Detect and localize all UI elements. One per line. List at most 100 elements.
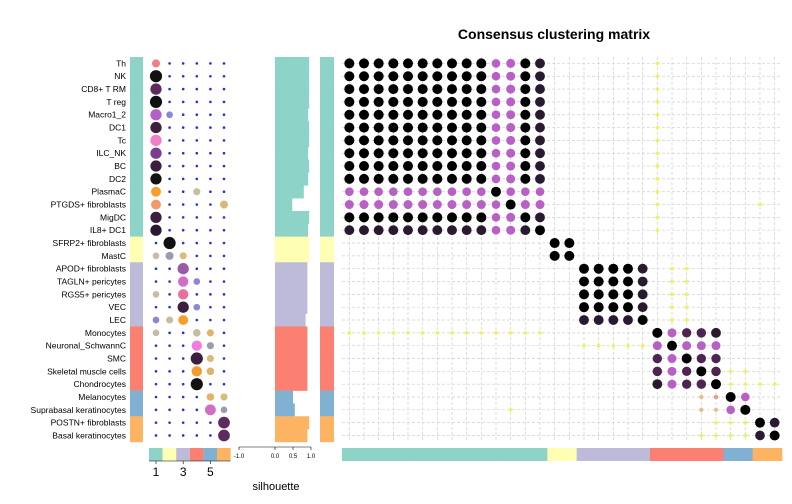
dot-baseline	[168, 177, 171, 181]
consensus-cell	[652, 353, 663, 364]
consensus-cell	[359, 96, 369, 107]
bottom-cluster-bar-cell	[562, 448, 577, 461]
silhouette-bar	[275, 377, 308, 391]
row-label: ILC_NK	[96, 148, 126, 158]
consensus-cell-weak	[655, 189, 660, 194]
consensus-cell	[344, 109, 355, 120]
consensus-cell	[520, 58, 531, 69]
dot-point	[151, 199, 161, 210]
consensus-cell	[535, 173, 545, 184]
dot-baseline	[195, 164, 199, 168]
bottom-cluster-bar-cell	[459, 448, 475, 461]
consensus-cell	[623, 302, 633, 313]
dot-baseline	[195, 293, 199, 296]
dot-point	[178, 276, 189, 287]
dot-point	[193, 278, 201, 285]
consensus-cell	[608, 302, 619, 313]
silhouette-bar	[275, 416, 310, 430]
mid-cluster-bar-cell	[320, 133, 334, 148]
bottom-annotation-group	[342, 448, 783, 461]
bottom-cluster-bar-cell	[723, 448, 739, 461]
consensus-cell-weak	[611, 343, 616, 348]
consensus-cell	[520, 225, 531, 236]
mid-cluster-bar-cell	[320, 146, 334, 160]
consensus-cell	[506, 84, 516, 94]
row-label: Basal keratinocytes	[52, 430, 126, 440]
consensus-cell	[403, 161, 413, 172]
consensus-cell	[521, 187, 530, 197]
consensus-cell	[359, 58, 369, 69]
consensus-cell	[432, 173, 443, 184]
dot-baseline	[154, 408, 158, 412]
mid-cluster-bar-cell	[320, 210, 334, 225]
consensus-cell	[652, 327, 663, 338]
dot-baseline	[222, 100, 226, 104]
dot-baseline	[168, 293, 171, 296]
left-cluster-bar-cell	[130, 236, 143, 250]
silhouette-tick-label: 0.0	[271, 454, 280, 460]
consensus-cell-weak	[655, 61, 660, 66]
left-cluster-bar-cell	[130, 108, 143, 122]
left-cluster-bar-cell	[130, 185, 143, 199]
dot-baseline	[209, 164, 212, 168]
dot-baseline	[154, 421, 158, 424]
dot-baseline	[168, 408, 171, 412]
consensus-cell-weak	[494, 331, 498, 335]
consensus-cell	[344, 84, 355, 95]
mid-cluster-bar-cell	[320, 185, 334, 199]
consensus-cell	[344, 161, 355, 172]
dot-baseline	[168, 74, 171, 78]
dot-baseline	[209, 62, 212, 65]
consensus-cell	[623, 289, 633, 300]
consensus-cell	[535, 84, 545, 94]
dot-point	[191, 340, 202, 351]
dot-baseline	[181, 113, 185, 117]
consensus-cell	[506, 174, 516, 184]
row-label: Skeletal muscle cells	[47, 366, 126, 376]
consensus-cell	[388, 96, 399, 107]
consensus-cell	[520, 109, 531, 120]
consensus-cell	[549, 250, 560, 261]
consensus-cell-weak	[362, 331, 366, 335]
consensus-cell	[711, 341, 721, 351]
dot-baseline	[222, 164, 226, 168]
consensus-cell	[652, 379, 663, 390]
silhouette-tick-label: -1.0	[234, 454, 245, 460]
dot-baseline	[209, 74, 212, 78]
dot-baseline	[168, 421, 171, 424]
dot-baseline	[222, 151, 226, 155]
consensus-cell	[373, 71, 384, 82]
consensus-cell	[476, 148, 487, 159]
bottom-cluster-bar-cell	[606, 448, 621, 461]
silhouette-bar	[275, 159, 310, 173]
consensus-cell	[359, 212, 369, 223]
dot-point	[204, 404, 216, 416]
consensus-cell	[652, 366, 663, 377]
dot-baseline	[195, 421, 199, 424]
mid-cluster-bar-cell	[320, 326, 334, 340]
consensus-cell	[535, 225, 545, 236]
dot-baseline	[209, 421, 212, 424]
silhouette-bar	[275, 249, 310, 263]
consensus-cell	[447, 109, 457, 120]
bottom-cluster-bar-cell	[356, 448, 372, 461]
consensus-cell-weak	[743, 433, 748, 438]
dot-baseline	[195, 395, 199, 399]
dot-baseline	[195, 139, 199, 142]
consensus-cell	[711, 327, 721, 338]
dot-baseline	[168, 203, 171, 206]
consensus-cell	[417, 96, 428, 107]
consensus-cell-weak	[435, 331, 440, 335]
consensus-cell	[535, 109, 545, 120]
consensus-cell	[506, 71, 516, 81]
dot-point	[152, 252, 160, 260]
dot-baseline	[168, 228, 171, 232]
consensus-cell-weak	[655, 228, 660, 233]
silhouette-bar	[275, 326, 308, 340]
consensus-cell-weak	[655, 100, 660, 104]
consensus-cell	[388, 58, 399, 69]
consensus-cell	[535, 212, 545, 223]
left-cluster-bar-cell	[130, 429, 143, 443]
consensus-cell	[477, 187, 486, 197]
